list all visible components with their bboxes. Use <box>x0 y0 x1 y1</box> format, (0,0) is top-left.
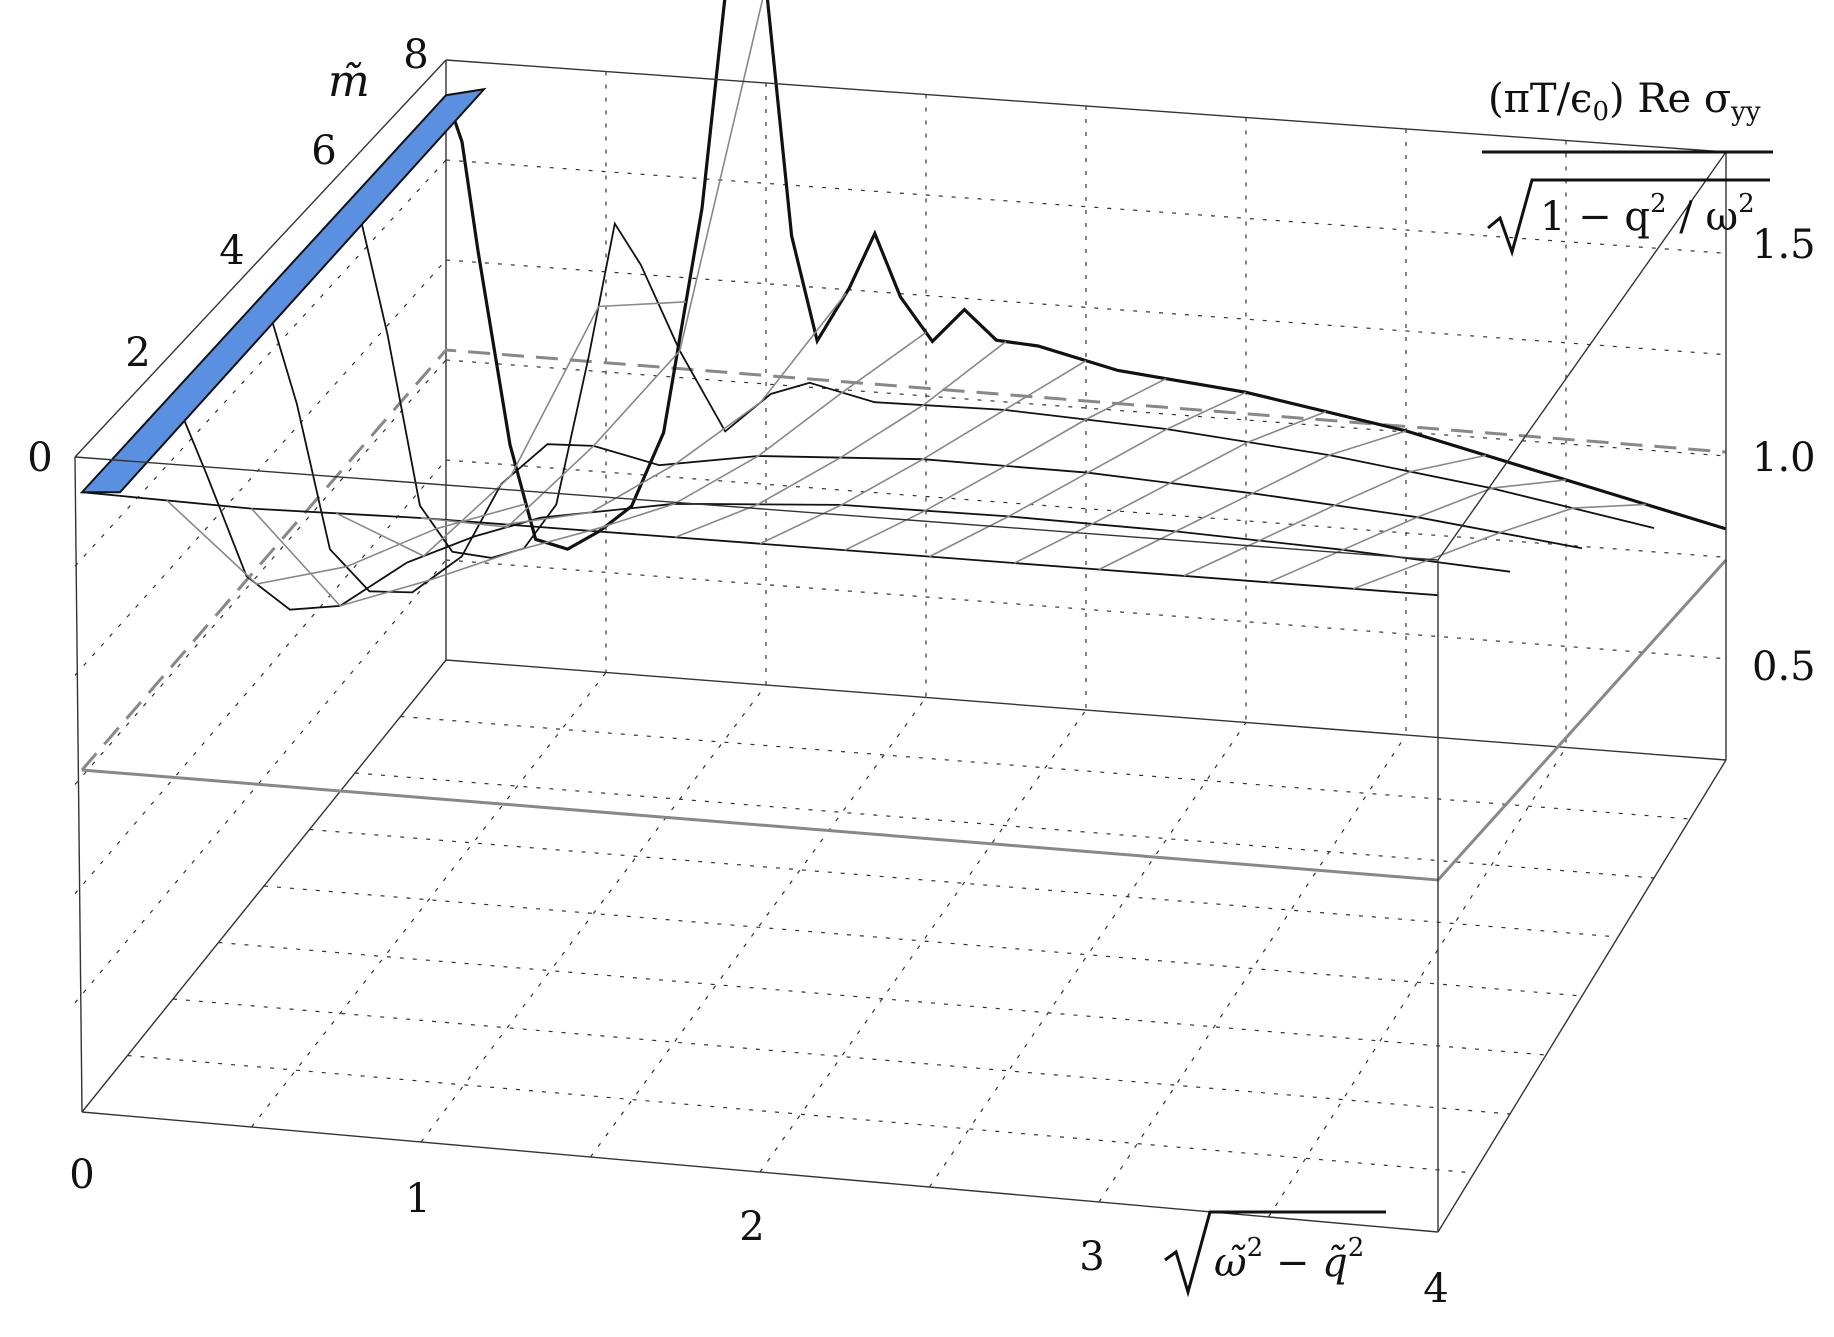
floor-grid <box>127 672 1691 1218</box>
box-edge <box>74 456 1439 561</box>
floor-grid-line <box>759 709 1087 1173</box>
x-label-a: ω̃ <box>1214 1240 1247 1286</box>
floor-grid-line <box>929 722 1247 1188</box>
surface-mesh-x <box>420 0 764 528</box>
floor-grid-line <box>1267 747 1567 1218</box>
floor-grid-line <box>354 772 1655 879</box>
z-label-num-sub: 0 <box>1592 97 1609 127</box>
floor-grid-line <box>1098 734 1407 1203</box>
z-axis-label: (πT/ϵ0) Re σyy 1 − q2 / ω2 <box>1482 76 1773 257</box>
reference-plane-back-edge <box>80 348 1727 771</box>
reference-plane-front <box>81 558 1728 882</box>
tick-labels: 0 1 2 3 4 0 2 4 6 8 0.5 1.0 1.5 <box>27 32 1815 1312</box>
y-tick-label: 8 <box>403 32 428 78</box>
svg-text:(πT/ϵ0) Re σyy: (πT/ϵ0) Re σyy <box>1488 76 1761 127</box>
surface-mesh-x <box>1183 454 1487 577</box>
z-tick-label: 1.5 <box>1752 222 1816 268</box>
back-wall-grid-line <box>445 159 1727 254</box>
y-tick-label: 4 <box>219 228 244 274</box>
surface-mesh-x <box>1353 503 1647 590</box>
x-tick-label: 1 <box>405 1176 430 1222</box>
x-label-op: − <box>1263 1240 1322 1286</box>
z-tick-label: 0.5 <box>1752 644 1816 690</box>
reference-plane-front-edge <box>81 558 1728 882</box>
box-edge <box>1437 759 1727 1233</box>
box-edge <box>445 659 1727 761</box>
floor-grid-line <box>172 998 1511 1115</box>
floor-grid-line <box>251 672 607 1128</box>
floor-grid-line <box>309 828 1619 938</box>
z-label-num-sub2: yy <box>1730 97 1761 127</box>
surface-curve-m <box>354 194 1655 559</box>
x-tick-label: 4 <box>1423 1266 1448 1312</box>
z-label-num-rest: ) Re σ <box>1609 76 1731 122</box>
box-edge <box>81 659 447 1113</box>
box-front-edges <box>74 59 1727 1233</box>
z-label-num: (πT/ϵ <box>1488 76 1592 122</box>
left-wall-grid-line <box>74 459 447 895</box>
floor-grid-line <box>218 941 1547 1056</box>
surface-mesh-x <box>1098 430 1407 571</box>
back-wall-grid <box>74 71 1727 1004</box>
x-tick-label: 3 <box>1079 1234 1104 1280</box>
left-wall-grid-line <box>74 159 447 567</box>
x-label-sup2: 2 <box>1348 1233 1365 1263</box>
floor-grid-line <box>420 684 767 1143</box>
box-back-edges <box>81 60 1727 1113</box>
surface-mesh-x <box>335 301 687 557</box>
x-label-radical <box>1164 1210 1386 1298</box>
surface-mesh-x <box>505 292 847 526</box>
z-label-den-sup2: 2 <box>1738 189 1755 219</box>
surface-mesh-x <box>250 508 607 607</box>
back-wall-grid-line <box>445 259 1727 356</box>
z-label-den: 1 − q <box>1540 194 1650 240</box>
back-wall-grid-line <box>445 459 1727 558</box>
left-wall-grid-line <box>74 559 447 1004</box>
surface <box>79 0 1727 611</box>
surface-edge-strip <box>79 87 487 494</box>
surface-mesh-x <box>929 391 1247 558</box>
x-label-b: q̃ <box>1322 1240 1348 1286</box>
reference-plane-back <box>80 348 1727 771</box>
floor-grid-line <box>263 885 1583 997</box>
y-tick-label: 0 <box>27 435 52 481</box>
surface-mesh-x <box>1268 479 1567 584</box>
surface-mesh-x <box>590 331 927 532</box>
box-edge <box>445 59 1727 153</box>
z-label-den-sup: 2 <box>1650 189 1667 219</box>
z-tick-label: 1.0 <box>1752 435 1816 481</box>
y-axis-label: m̃ <box>328 56 370 107</box>
floor-grid-line <box>590 697 927 1158</box>
surface-mesh-x <box>166 499 527 585</box>
y-tick-label: 6 <box>311 128 336 174</box>
back-wall-grid-line <box>445 559 1727 660</box>
box-edge <box>1437 151 1727 561</box>
x-label-sup: 2 <box>1247 1233 1264 1263</box>
y-tick-label: 2 <box>125 330 150 376</box>
box-edge <box>74 456 83 1113</box>
x-axis-label: ω̃2 − q̃2 <box>1164 1210 1386 1298</box>
surface-mesh-x <box>675 340 1007 539</box>
floor-grid-line <box>127 1054 1475 1174</box>
surface-mesh-x <box>844 377 1167 551</box>
surface-mesh-x <box>1013 410 1327 564</box>
svg-text:1 − q2 / ω2: 1 − q2 / ω2 <box>1540 189 1755 240</box>
z-label-den-rest: / ω <box>1667 194 1739 240</box>
surface-curve-m <box>263 293 1583 594</box>
back-wall-grid-line <box>445 359 1727 457</box>
z-label-radical <box>1487 178 1770 257</box>
left-wall-grid-line <box>74 359 447 785</box>
x-tick-label: 2 <box>739 1204 764 1250</box>
surface-mesh-x <box>759 360 1087 545</box>
box-edge <box>74 59 447 458</box>
left-wall-grid-line <box>74 259 447 676</box>
x-tick-label: 0 <box>69 1152 94 1198</box>
svg-text:ω̃2 − q̃2: ω̃2 − q̃2 <box>1214 1233 1364 1286</box>
